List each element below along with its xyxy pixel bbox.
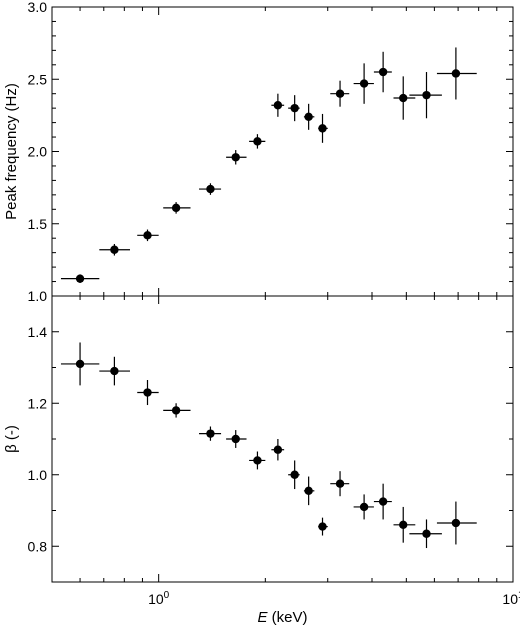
data-point <box>231 434 240 444</box>
data-point <box>75 359 85 369</box>
data-point <box>399 520 408 529</box>
y-tick-label: 1.0 <box>28 467 48 483</box>
data-point <box>206 429 215 438</box>
x-tick-label: 100 <box>148 590 170 607</box>
data-point <box>304 112 313 122</box>
data-point <box>206 184 215 194</box>
data-point <box>253 456 262 465</box>
data-point <box>253 137 262 146</box>
data-point <box>378 497 388 506</box>
data-point <box>171 406 181 415</box>
data-point <box>335 479 345 488</box>
data-point <box>273 445 283 454</box>
y-tick-label: 2.0 <box>28 144 48 160</box>
y-tick-label: 0.8 <box>28 538 48 554</box>
beta-panel: 0.8 1.0 1.2 1.4 <box>28 295 514 583</box>
data-point <box>399 93 408 103</box>
peak-frequency-panel: 1.0 1.5 2.0 2.5 3.0 <box>28 0 514 304</box>
y-tick-label: 2.5 <box>28 71 48 87</box>
data-point <box>231 153 240 162</box>
data-point <box>171 203 181 213</box>
data-point <box>335 89 345 98</box>
data-point <box>422 529 431 538</box>
data-point <box>143 388 152 397</box>
y-tick-label: 1.0 <box>28 288 48 304</box>
data-point <box>359 79 369 88</box>
data-point <box>143 231 152 240</box>
panel-frame <box>51 6 514 297</box>
data-point <box>359 502 369 512</box>
data-point <box>75 274 85 283</box>
data-point <box>451 518 461 528</box>
data-point <box>422 90 431 100</box>
panel-frame <box>51 295 514 583</box>
data-point <box>273 101 283 110</box>
data-point <box>290 470 299 479</box>
x-axis-title-symbol: E <box>257 609 268 626</box>
data-point <box>318 522 327 531</box>
x-axis-title-unit: (keV) <box>268 609 308 626</box>
y-tick-label: 1.2 <box>28 395 48 411</box>
y-axis-title-peak-frequency: Peak frequency (Hz) <box>3 83 20 220</box>
y-tick-label: 1.5 <box>28 216 48 232</box>
x-axis: 100 101 <box>148 590 520 607</box>
data-point <box>318 124 327 133</box>
y-axis-title-beta: β (-) <box>3 425 20 453</box>
data-point <box>110 245 119 254</box>
data-point <box>451 69 461 78</box>
data-point <box>304 486 313 496</box>
data-point <box>290 103 299 113</box>
data-point <box>378 67 388 77</box>
y-tick-label: 1.4 <box>28 324 48 340</box>
y-tick-label: 3.0 <box>28 0 48 15</box>
x-tick-label: 101 <box>502 590 520 607</box>
x-axis-title: E (keV) <box>257 609 307 626</box>
data-point <box>110 366 119 376</box>
